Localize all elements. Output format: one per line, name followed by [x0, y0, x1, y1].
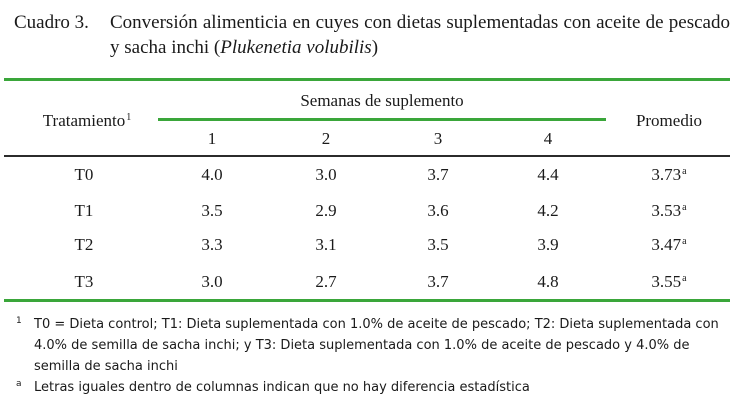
- row-label: T2: [74, 235, 94, 254]
- average-cell: 3.73a: [634, 165, 704, 185]
- caption-text-close: ): [371, 37, 379, 58]
- caption-species: Plukenetia volubilis: [220, 37, 372, 58]
- header-bottom-rule: [4, 155, 730, 157]
- footnote-text: T0 = Dieta control; T1: Dieta suplementa…: [34, 317, 719, 374]
- average-value: 3.73: [651, 165, 682, 184]
- table-cell: 4.2: [537, 201, 559, 220]
- table-cell: 4.4: [537, 165, 559, 184]
- footnote-mark: 1: [16, 316, 22, 326]
- table-cell: 3.6: [427, 201, 449, 220]
- caption-text-main: Conversión alimenticia en cuyes con diet…: [110, 12, 730, 58]
- row-header-label: Tratamiento: [42, 111, 126, 130]
- table-cell: 3.7: [427, 165, 449, 184]
- row-header-cell: Tratamiento1: [32, 111, 142, 131]
- significance-letter: a: [682, 236, 687, 247]
- table-bottom-rule: [4, 299, 730, 302]
- average-cell: 3.55a: [634, 272, 704, 292]
- table-cell: 2.9: [315, 201, 337, 220]
- table-cell: 2.7: [315, 272, 337, 291]
- significance-letter: a: [682, 273, 687, 284]
- week-header-2: 2: [321, 129, 331, 148]
- table-cell: 4.0: [201, 165, 223, 184]
- average-header: Promedio: [635, 111, 703, 130]
- week-header-3: 3: [433, 129, 443, 148]
- table-cell: 3.7: [427, 272, 449, 291]
- row-header-footnote-mark: 1: [126, 112, 132, 123]
- row-label: T0: [74, 165, 94, 184]
- table-cell: 3.5: [201, 201, 223, 220]
- average-value: 3.47: [651, 235, 682, 254]
- table-cell: 3.5: [427, 235, 449, 254]
- average-value: 3.53: [651, 201, 682, 220]
- caption-label: Cuadro 3.: [14, 12, 89, 33]
- footnote-mark: a: [16, 379, 22, 389]
- footnote-text: Letras iguales dentro de columnas indica…: [34, 380, 530, 395]
- table-cell: 3.1: [315, 235, 337, 254]
- average-cell: 3.47a: [634, 235, 704, 255]
- table-cell: 4.8: [537, 272, 559, 291]
- caption-text: Conversión alimenticia en cuyes con diet…: [110, 10, 730, 60]
- average-cell: 3.53a: [634, 201, 704, 221]
- span-header-rule: [158, 118, 606, 121]
- row-label: T3: [74, 272, 94, 291]
- span-header: Semanas de suplemento: [300, 91, 464, 110]
- table-cell: 3.9: [537, 235, 559, 254]
- average-value: 3.55: [651, 272, 682, 291]
- row-label: T1: [74, 201, 94, 220]
- table-cell: 3.3: [201, 235, 223, 254]
- significance-letter: a: [682, 202, 687, 213]
- footnote-treatments: 1 T0 = Dieta control; T1: Dieta suplemen…: [14, 314, 730, 377]
- table-top-rule: [4, 78, 730, 81]
- significance-letter: a: [682, 166, 687, 177]
- week-header-4: 4: [543, 129, 553, 148]
- table-cell: 3.0: [201, 272, 223, 291]
- week-header-1: 1: [207, 129, 217, 148]
- table-cell: 3.0: [315, 165, 337, 184]
- footnote-significance: a Letras iguales dentro de columnas indi…: [14, 377, 730, 398]
- footnotes: 1 T0 = Dieta control; T1: Dieta suplemen…: [14, 314, 730, 398]
